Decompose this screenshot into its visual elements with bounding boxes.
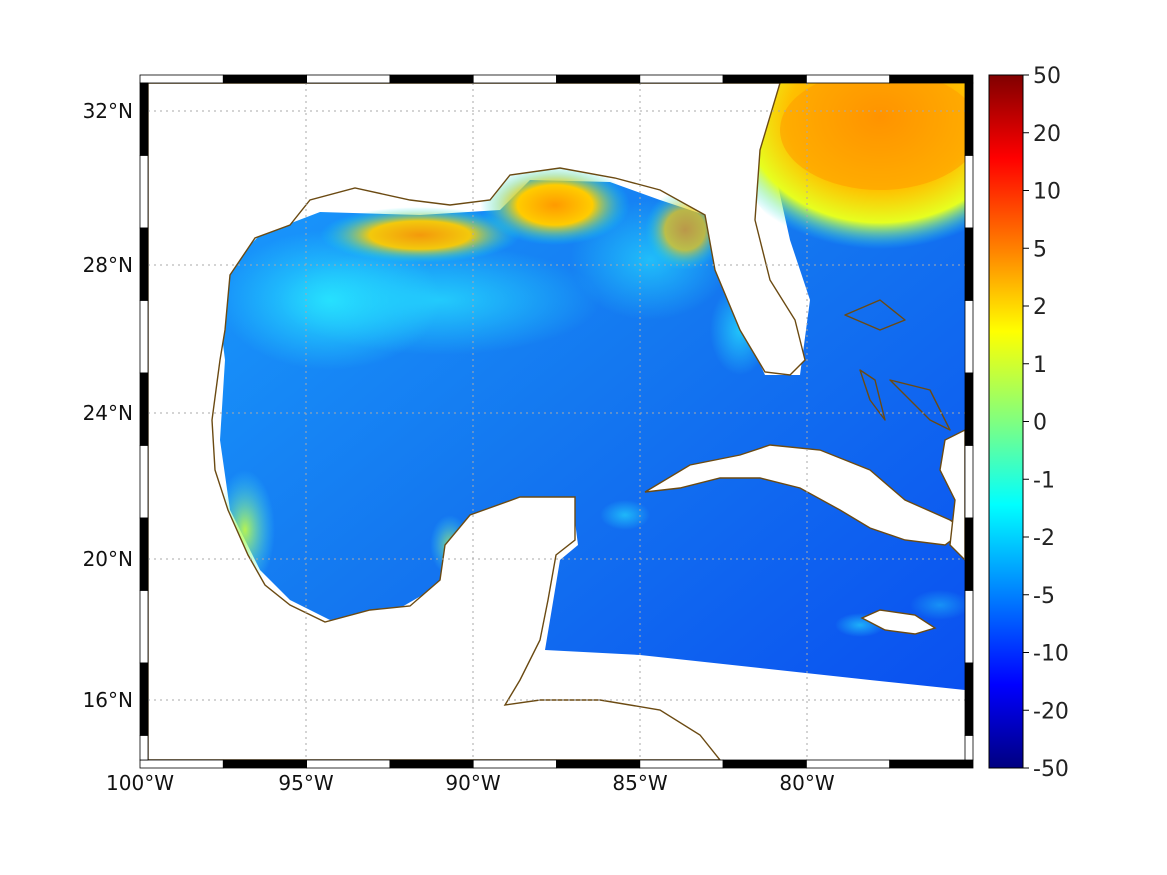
lon-label: 95°W xyxy=(278,771,333,795)
colorbar-tick-label: -2 xyxy=(1033,526,1055,551)
frame-segment xyxy=(139,82,149,156)
frame-segment xyxy=(139,590,149,664)
coastlines xyxy=(148,83,965,760)
lat-label: 20°N xyxy=(83,547,133,571)
frame-segment xyxy=(306,74,391,84)
frame-segment xyxy=(964,372,974,446)
frame-segment xyxy=(139,445,149,519)
frame-segment xyxy=(964,735,974,761)
frame-segment xyxy=(806,74,891,84)
frame-segment xyxy=(472,759,557,769)
colorbar-tick-label: -1 xyxy=(1033,468,1055,493)
lat-label: 32°N xyxy=(83,99,133,123)
frame-segment xyxy=(722,759,807,769)
frame-segment xyxy=(964,82,974,156)
colorbar-tick-label: -5 xyxy=(1033,584,1055,609)
frame-segment xyxy=(139,300,149,374)
lon-label: 80°W xyxy=(779,771,834,795)
colorbar-tick-label: -10 xyxy=(1033,642,1069,667)
frame-segment xyxy=(639,759,724,769)
frame-segment xyxy=(222,759,308,769)
hispaniola xyxy=(939,429,965,561)
jamaica xyxy=(860,609,937,635)
lat-label: 28°N xyxy=(83,253,133,277)
bahamas xyxy=(844,299,951,431)
frame-segment xyxy=(556,759,641,769)
colorbar-tick-label: 20 xyxy=(1033,122,1061,147)
frame-segment xyxy=(389,759,474,769)
data-field xyxy=(215,83,965,690)
lon-label: 85°W xyxy=(612,771,667,795)
north-america-land xyxy=(148,83,806,760)
frame-segment xyxy=(964,227,974,301)
frame-segment xyxy=(139,74,224,84)
frame-segment xyxy=(889,74,974,84)
frame-segment xyxy=(139,227,149,301)
longitude-labels: 100°W 95°W 90°W 85°W 80°W xyxy=(106,771,835,795)
colorbar-tick-label: 10 xyxy=(1033,180,1061,205)
map-frame xyxy=(139,74,974,769)
frame-segment xyxy=(889,759,974,769)
frame-segment xyxy=(964,662,974,736)
frame-segment xyxy=(964,590,974,664)
frame-segment xyxy=(964,155,974,229)
frame-segment xyxy=(139,759,224,769)
frame-segment xyxy=(306,759,391,769)
frame-segment xyxy=(139,372,149,446)
frame-segment xyxy=(222,74,308,84)
frame-segment xyxy=(389,74,474,84)
frame-segment xyxy=(139,735,149,761)
lat-label: 24°N xyxy=(83,401,133,425)
frame-segment xyxy=(964,445,974,519)
lon-label: 100°W xyxy=(106,771,174,795)
colorbar-tick-label: 50 xyxy=(1033,64,1061,89)
colorbar-tick-label: 2 xyxy=(1033,295,1047,320)
colorbar-tick-label: -50 xyxy=(1033,757,1069,782)
colorbar-bar xyxy=(988,74,1024,769)
colorbar-tick-label: 1 xyxy=(1033,353,1047,378)
frame-segment xyxy=(639,74,724,84)
lat-label: 16°N xyxy=(83,688,133,712)
colorbar-tick-label: -20 xyxy=(1033,699,1069,724)
frame-segment xyxy=(722,74,807,84)
frame-segment xyxy=(964,300,974,374)
frame-segment xyxy=(139,517,149,591)
frame-segment xyxy=(806,759,891,769)
frame-segment xyxy=(139,155,149,229)
colorbar-tick-label: 5 xyxy=(1033,237,1047,262)
lon-label: 90°W xyxy=(445,771,500,795)
latitude-labels: 32°N 28°N 24°N 20°N 16°N xyxy=(83,99,133,712)
graticule xyxy=(148,83,965,760)
frame-segment xyxy=(964,517,974,591)
colorbar-tick-label: 0 xyxy=(1033,411,1047,436)
frame-segment xyxy=(139,662,149,736)
frame-segment xyxy=(472,74,557,84)
frame-segment xyxy=(556,74,641,84)
